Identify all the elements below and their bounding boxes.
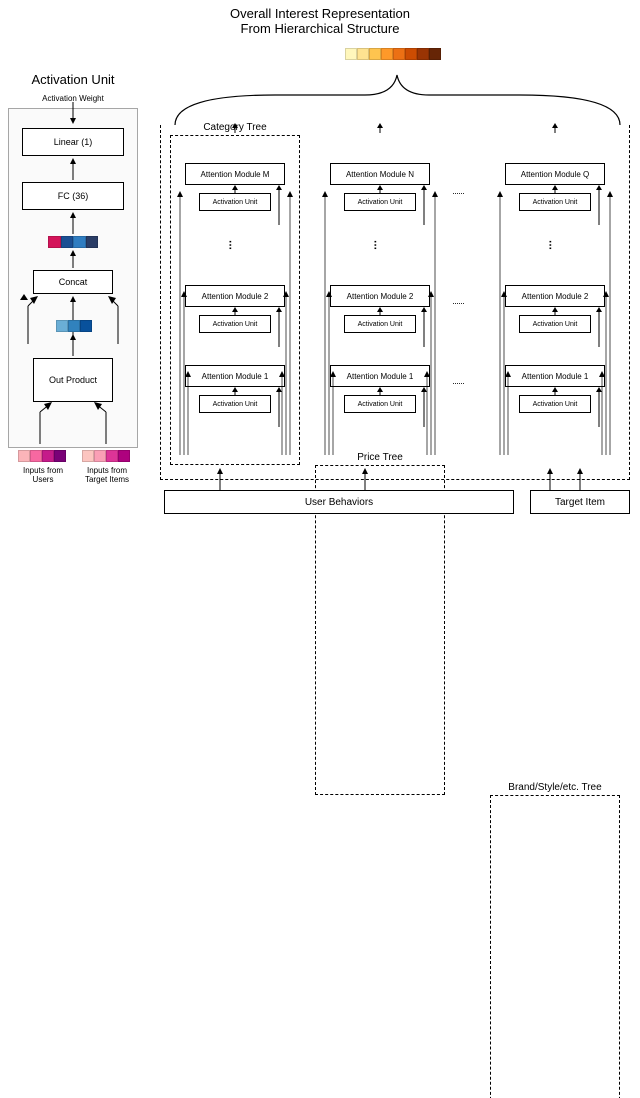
concat-colorbar — [48, 236, 98, 248]
arrow-icon — [68, 158, 78, 180]
arrow-up-icon — [231, 123, 239, 133]
inputs-users-label: Inputs from Users — [12, 466, 74, 484]
tree-2: Brand/Style/etc. Tree — [490, 795, 620, 1098]
target-item-label: Target Item — [555, 497, 605, 508]
outproduct-box: Out Product — [33, 358, 113, 402]
footer-arrows — [160, 468, 630, 490]
arrow-icon — [68, 334, 78, 356]
activation-unit-title: Activation Unit — [8, 72, 138, 87]
tree-feed-lines — [174, 155, 296, 465]
arrow-up-icon — [551, 123, 559, 133]
tree-feed-lines — [494, 155, 616, 465]
inputs-target-label: Inputs from Target Items — [76, 466, 138, 484]
tree-title-2: Brand/Style/etc. Tree — [504, 782, 605, 793]
mid-colorbar — [56, 320, 92, 332]
tree-dots-top: ······ — [452, 188, 464, 198]
arrow-up-icon — [376, 123, 384, 133]
arrow-icon — [68, 212, 78, 234]
user-behaviors-box: User Behaviors — [164, 490, 514, 514]
outproduct-in-arrows — [10, 402, 136, 444]
tree-feed-lines — [319, 155, 441, 465]
user-behaviors-label: User Behaviors — [305, 497, 373, 508]
header-title-line1: Overall Interest Representation — [230, 6, 410, 21]
linear-label: Linear (1) — [54, 137, 93, 147]
input-target-colorbar — [82, 450, 130, 462]
outproduct-label: Out Product — [49, 375, 97, 385]
header-colorbar — [345, 48, 441, 60]
arrow-icon — [68, 250, 78, 268]
tree-dots-mid: ······ — [452, 298, 464, 308]
concat-label: Concat — [59, 277, 88, 287]
header-title-line2: From Hierarchical Structure — [241, 21, 400, 36]
fc-box: FC (36) — [22, 182, 124, 210]
tree-1: Price Tree — [315, 465, 445, 795]
target-item-box: Target Item — [530, 490, 630, 514]
tree-dots-bot: ······ — [452, 378, 464, 388]
concat-box: Concat — [33, 270, 113, 294]
arrow-down-icon — [68, 102, 78, 124]
curly-brace-icon — [165, 70, 630, 130]
fc-label: FC (36) — [58, 191, 89, 201]
linear-box: Linear (1) — [22, 128, 124, 156]
input-users-colorbar — [18, 450, 66, 462]
